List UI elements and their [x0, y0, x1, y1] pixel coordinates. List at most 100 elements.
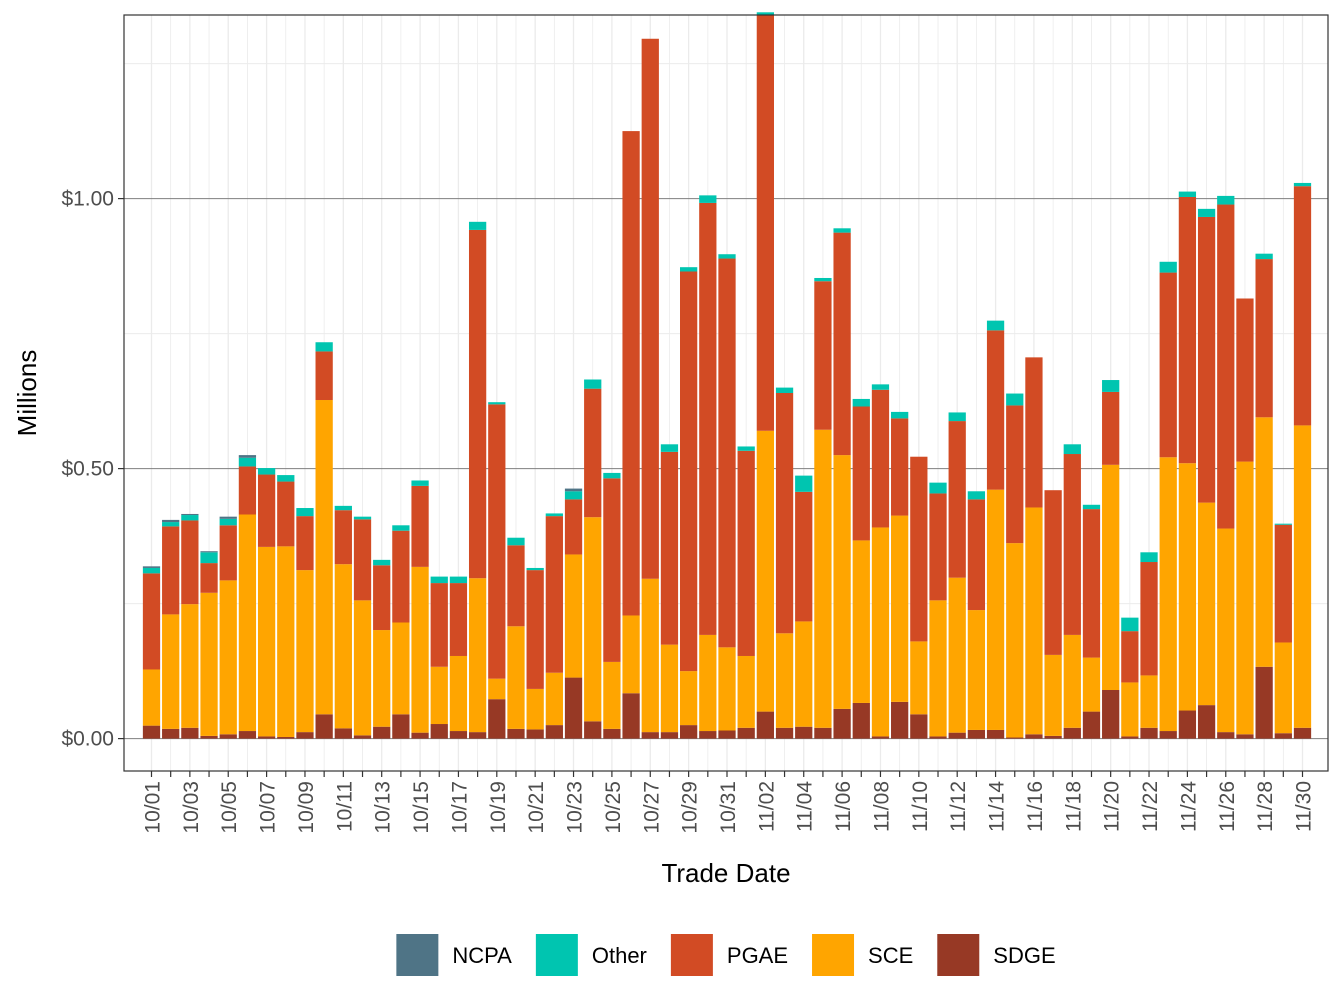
bar-sce-11-03	[775, 633, 794, 728]
x-tick-label: 11/06	[832, 781, 855, 832]
bar-pgae-11-01	[737, 450, 755, 656]
bar-sdge-11-21	[1121, 736, 1139, 739]
x-tick-label: 10/01	[142, 781, 165, 834]
bar-other-11-12	[948, 412, 966, 422]
bar-ncpa-10-04	[200, 551, 218, 553]
bar-other-10-01	[142, 567, 161, 574]
x-tick-label: 10/19	[487, 781, 510, 834]
bar-other-10-20	[507, 537, 525, 546]
bar-pgae-10-13	[373, 565, 391, 631]
bar-other-11-04	[795, 475, 813, 492]
bar-pgae-10-09	[296, 516, 314, 571]
bar-sce-10-01	[142, 669, 161, 726]
bar-sdge-10-30	[699, 731, 717, 739]
bar-other-11-30	[1293, 182, 1312, 187]
bar-sdge-10-10	[315, 714, 333, 739]
bar-other-11-26	[1217, 195, 1235, 205]
x-tick-label: 11/12	[947, 781, 970, 832]
bar-sdge-11-20	[1102, 690, 1120, 739]
bar-sce-11-07	[852, 540, 870, 703]
bar-sdge-11-13	[967, 729, 986, 739]
bar-sdge-11-04	[795, 726, 813, 739]
bar-pgae-10-25	[603, 478, 621, 662]
bar-sce-11-23	[1159, 457, 1177, 732]
bar-pgae-10-26	[622, 131, 640, 616]
bar-sce-10-04	[200, 592, 218, 736]
x-tick-label: 10/25	[602, 781, 625, 834]
bar-sce-10-16	[430, 666, 448, 725]
bar-other-10-02	[162, 522, 180, 527]
bar-sce-10-30	[699, 634, 717, 732]
bar-pgae-10-01	[142, 573, 161, 670]
bar-sce-10-24	[584, 517, 602, 722]
bar-sdge-11-02	[756, 711, 774, 739]
bar-sce-11-08	[871, 527, 890, 737]
bar-other-10-10	[315, 342, 333, 352]
bar-sdge-10-02	[162, 728, 180, 739]
bar-other-10-05	[219, 518, 237, 526]
legend-label-pgae: PGAE	[727, 943, 788, 968]
bar-other-11-22	[1140, 552, 1158, 563]
bar-other-10-25	[603, 472, 621, 479]
x-tick-label: 11/16	[1024, 781, 1047, 832]
bar-sce-11-25	[1197, 502, 1216, 706]
bar-ncpa-10-01	[142, 566, 161, 568]
bar-other-11-21	[1121, 617, 1139, 632]
bar-sdge-11-23	[1159, 731, 1177, 739]
bar-sce-10-03	[181, 604, 199, 728]
legend-key-ncpa	[396, 934, 439, 976]
x-tick-label: 10/17	[448, 781, 471, 834]
bar-pgae-11-24	[1178, 196, 1197, 464]
bar-other-10-28	[660, 444, 679, 452]
bar-pgae-10-08	[277, 481, 295, 547]
bar-other-11-01	[737, 446, 755, 451]
bar-pgae-11-29	[1274, 524, 1292, 643]
bar-series	[142, 12, 1312, 739]
bar-pgae-11-28	[1255, 259, 1273, 418]
x-tick-label: 10/03	[180, 781, 203, 834]
bar-other-10-11	[334, 505, 352, 511]
bar-other-11-28	[1255, 253, 1273, 260]
bar-sce-10-07	[257, 546, 276, 737]
bar-ncpa-10-03	[181, 513, 199, 516]
legend-key-sce	[812, 934, 855, 976]
x-axis-title: Trade Date	[661, 858, 790, 888]
x-tick-label: 10/05	[218, 781, 241, 834]
bar-sdge-10-05	[219, 734, 237, 739]
bar-sce-10-12	[353, 600, 372, 736]
bar-sdge-11-29	[1274, 733, 1292, 739]
bar-pgae-10-11	[334, 510, 352, 565]
bar-pgae-10-10	[315, 351, 333, 401]
bar-sdge-10-16	[430, 724, 448, 739]
bar-pgae-11-10	[910, 456, 928, 642]
bar-sdge-11-17	[1044, 735, 1062, 739]
bar-sdge-11-19	[1082, 711, 1101, 739]
bar-other-10-08	[277, 475, 295, 482]
bar-sdge-10-14	[392, 714, 410, 739]
bar-sdge-10-15	[411, 732, 429, 739]
bar-sce-11-11	[929, 600, 947, 737]
bar-sdge-10-28	[660, 732, 679, 739]
bar-sce-11-29	[1274, 642, 1292, 734]
bar-sdge-10-17	[449, 731, 468, 739]
bar-sdge-10-08	[277, 736, 295, 739]
x-tick-label: 10/29	[679, 781, 702, 834]
bar-pgae-10-19	[488, 404, 506, 679]
x-tick-label: 10/27	[640, 781, 663, 834]
bar-pgae-10-20	[507, 545, 525, 627]
bar-pgae-10-06	[238, 466, 257, 515]
bar-other-10-24	[584, 379, 602, 389]
bar-pgae-10-02	[162, 526, 180, 615]
bar-sce-11-30	[1293, 425, 1312, 728]
legend-label-other: Other	[592, 943, 647, 968]
bar-sce-10-14	[392, 622, 410, 715]
bar-sce-10-02	[162, 614, 180, 729]
bar-pgae-10-22	[545, 516, 563, 673]
bar-other-11-29	[1274, 523, 1292, 525]
bar-sdge-10-09	[296, 732, 314, 739]
bar-sce-10-31	[718, 647, 736, 731]
y-tick-label: $0.00	[61, 728, 114, 751]
legend-label-sce: SCE	[868, 943, 913, 968]
bar-other-10-07	[257, 468, 276, 475]
